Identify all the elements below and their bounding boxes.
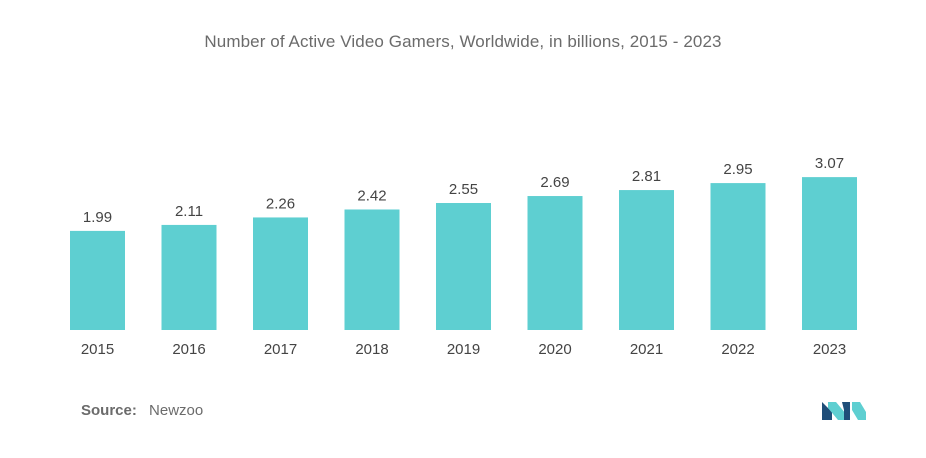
brand-logo-icon [822, 402, 866, 420]
bar-2017 [253, 217, 308, 330]
data-label-2016: 2.11 [175, 203, 203, 220]
logo-left-shape [822, 402, 832, 420]
x-tick-label-2017: 2017 [264, 341, 297, 358]
bar-2021 [619, 190, 674, 330]
x-tick-label-2022: 2022 [721, 341, 754, 358]
x-tick-label-2015: 2015 [81, 341, 114, 358]
logo-end-shape [852, 402, 866, 420]
data-label-2019: 2.55 [449, 181, 478, 198]
logo-right-shape [842, 402, 850, 420]
logo-middle-shape [828, 402, 846, 420]
x-tick-label-2023: 2023 [813, 341, 846, 358]
data-label-2018: 2.42 [357, 187, 386, 204]
x-tick-label-2019: 2019 [447, 341, 480, 358]
bar-2016 [161, 224, 217, 330]
source-label: Source: [81, 402, 137, 419]
data-label-2023: 3.07 [815, 155, 844, 172]
bar-2015 [70, 230, 125, 330]
data-label-2017: 2.26 [266, 195, 295, 212]
bar-2019 [436, 203, 491, 330]
bar-2022 [710, 183, 766, 330]
x-tick-label-2021: 2021 [630, 341, 663, 358]
bar-2020 [527, 196, 583, 330]
data-label-2015: 1.99 [83, 209, 112, 226]
data-label-2022: 2.95 [723, 161, 752, 178]
source-value: Newzoo [149, 402, 204, 419]
x-tick-label-2016: 2016 [172, 341, 205, 358]
data-label-2021: 2.81 [632, 168, 661, 185]
source-note: Source: Newzoo [81, 402, 203, 419]
x-tick-label-2020: 2020 [538, 341, 571, 358]
chart-title: Number of Active Video Gamers, Worldwide… [204, 32, 722, 51]
bar-2023 [802, 177, 857, 330]
bar-2018 [344, 209, 400, 330]
x-tick-label-2018: 2018 [355, 341, 388, 358]
data-label-2020: 2.69 [540, 174, 569, 191]
